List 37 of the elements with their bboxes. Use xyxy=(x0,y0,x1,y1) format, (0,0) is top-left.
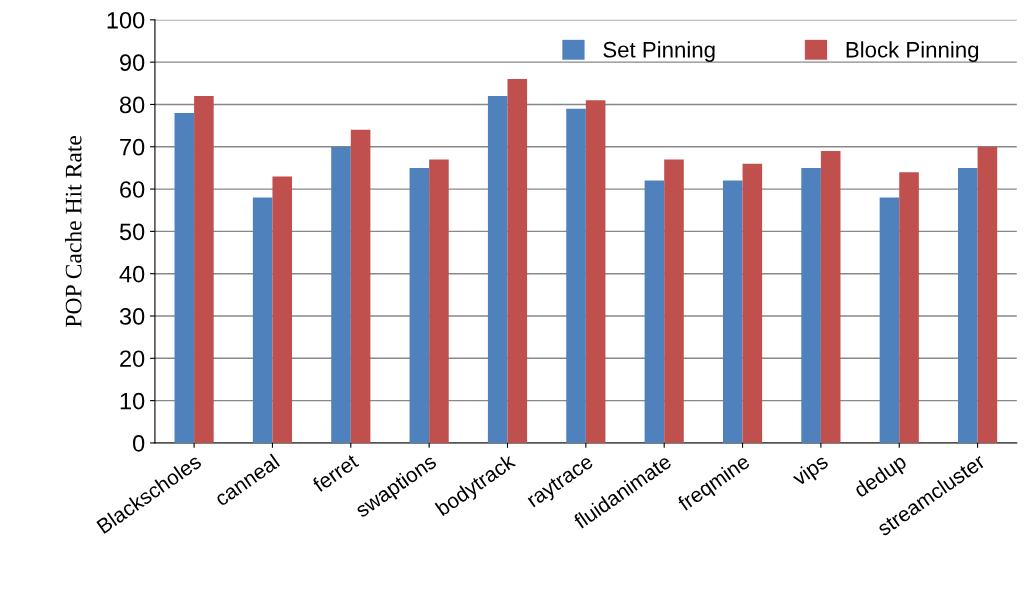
bar xyxy=(272,176,293,443)
bar xyxy=(174,112,195,443)
bar xyxy=(644,180,665,443)
bar xyxy=(566,108,586,443)
y-tick-label: 60 xyxy=(120,181,145,198)
legend-label: Set Pinning xyxy=(603,41,715,62)
bar xyxy=(742,163,763,443)
bar xyxy=(879,197,900,443)
y-tick-label: 80 xyxy=(119,96,145,114)
y-axis-title: POP Cache Hit Rate xyxy=(64,135,82,327)
y-tick-label: 50 xyxy=(119,223,145,241)
bar xyxy=(252,197,273,443)
y-tick-label: 100 xyxy=(107,11,145,29)
y-tick-label: 30 xyxy=(119,308,145,325)
y-tick-label: 10 xyxy=(120,392,145,410)
y-tick-label: 20 xyxy=(120,350,145,368)
y-tick-label: 0 xyxy=(133,435,145,452)
bar xyxy=(585,100,606,443)
bar xyxy=(977,146,998,443)
y-tick-label: 90 xyxy=(120,54,145,71)
bar xyxy=(409,167,430,443)
y-tick-label: 40 xyxy=(119,265,145,283)
bar xyxy=(487,95,508,443)
legend-label: Block Pinning xyxy=(846,41,979,62)
bar xyxy=(194,95,214,443)
bar xyxy=(507,79,528,443)
bar xyxy=(664,159,684,443)
x-tick-label: vips xyxy=(790,453,832,490)
bar xyxy=(958,167,978,443)
bar xyxy=(429,159,449,443)
y-tick-label: 70 xyxy=(120,138,145,156)
bar xyxy=(722,180,743,443)
bar xyxy=(899,172,919,443)
bar xyxy=(350,129,371,443)
bar xyxy=(801,167,821,443)
bar xyxy=(820,151,841,443)
bar xyxy=(331,146,351,443)
